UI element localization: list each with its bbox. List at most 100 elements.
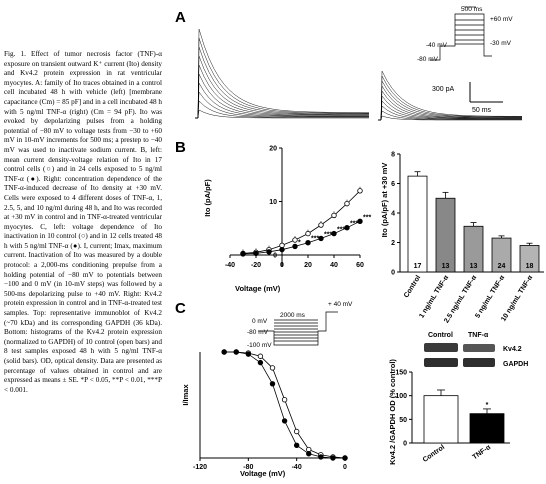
trace-tnf: [378, 115, 522, 121]
iv-significance: ***: [311, 236, 319, 243]
iv-significance: ***: [350, 221, 358, 228]
iv-point-tnf: [357, 218, 363, 224]
inact-point-tnf: [306, 451, 312, 457]
dose-bar: [491, 237, 512, 273]
kv42-bar: [423, 395, 459, 444]
iv-point-tnf: [318, 235, 324, 242]
kv42-category-label: Control: [422, 444, 446, 464]
voltage-protocol-c: [258, 311, 338, 346]
inact-point-tnf: [233, 349, 239, 355]
inact-point-tnf: [281, 418, 288, 424]
kv42-chart: 0 50 100 150 Control * TNF-α: [395, 370, 510, 464]
current-traces-tnf: [378, 70, 522, 121]
kv42-y-tick-label: 150: [395, 370, 407, 377]
trace-tnf: [378, 90, 522, 121]
blot-header-tnf: TNF-α: [468, 332, 489, 339]
blot-row-kv42: Kv4.2: [503, 346, 522, 353]
dose-bar-n: 24: [498, 263, 506, 270]
trace-control: [195, 46, 369, 119]
protocol-a-v-prestep: -40 mV: [426, 42, 448, 49]
iv-y-tick-label: 0: [273, 253, 277, 260]
inact-point-control: [269, 365, 276, 371]
dose-category-label: 1 ng/mL TNF-α: [418, 274, 450, 320]
inact-x-tick-label: -40: [292, 464, 302, 471]
dose-bar-n: 18: [526, 263, 534, 270]
inact-x-tick-label: -120: [193, 464, 207, 471]
protocol-c-v-hold: -80 mV: [247, 329, 269, 336]
iv-point-tnf: [253, 250, 259, 257]
protocol-a-v-low: -30 mV: [490, 40, 512, 47]
inact-x-tick-label: -80: [243, 464, 253, 471]
trace-control: [195, 82, 369, 119]
inact-y-axis-label: I/Imax: [181, 384, 190, 406]
trace-tnf: [378, 105, 522, 121]
panel-label-c: C: [175, 300, 186, 317]
blot-band-gapdh-control: [424, 358, 458, 367]
dose-category-label: Control: [403, 274, 422, 299]
iv-point-control: [292, 237, 298, 243]
dose-bar: [407, 175, 428, 273]
dose-bar-n: 17: [414, 263, 422, 270]
blot-band-kv42-tnf: [463, 344, 495, 352]
iv-significance: *: [298, 239, 301, 246]
inact-point-control: [281, 397, 288, 403]
protocol-c-v-top: + 40 mV: [328, 301, 353, 308]
iv-x-tick-label: 40: [330, 262, 338, 269]
trace-control: [195, 91, 369, 119]
kv42-significance: *: [486, 402, 489, 409]
iv-significance: ***: [324, 231, 332, 238]
dose-category-label: 2.5 ng/mL TNF-α: [443, 274, 478, 325]
iv-point-tnf: [292, 243, 298, 250]
kv42-y-tick-label: 100: [395, 393, 407, 400]
scale-bar-a: [469, 82, 503, 103]
iv-point-control: [331, 212, 337, 219]
iv-y-tick-label: 20: [269, 146, 277, 153]
blot-band-gapdh-tnf: [463, 358, 495, 367]
protocol-c-v-low: -100 mV: [247, 342, 272, 349]
dose-bar-n: 13: [470, 263, 478, 270]
dose-y-tick-label: 0: [391, 270, 395, 277]
trace-control: [195, 55, 369, 119]
dose-bar-n: 13: [442, 263, 450, 270]
dose-y-tick-label: 8: [391, 152, 395, 159]
inact-point-control: [293, 428, 300, 435]
inact-series-line: [224, 351, 345, 459]
trace-tnf: [378, 110, 522, 121]
trace-tnf: [378, 85, 522, 121]
protocol-c-duration: 2000 ms: [280, 312, 306, 319]
inact-point-tnf: [221, 349, 227, 355]
trace-tnf: [378, 70, 522, 121]
dose-bar: [463, 225, 484, 273]
kv42-bar: [469, 413, 505, 444]
iv-y-tick-label: 10: [269, 199, 277, 206]
trace-tnf: [378, 100, 522, 121]
blot-row-gapdh: GAPDH: [503, 361, 528, 368]
panel-label-b: B: [175, 139, 186, 156]
iv-point-tnf: [331, 230, 337, 237]
inact-point-tnf: [257, 359, 264, 366]
trace-tnf: [378, 80, 522, 121]
current-traces-control: [195, 28, 369, 119]
iv-x-tick-label: 0: [280, 262, 284, 269]
kv42-category-label: TNF-α: [472, 444, 493, 462]
trace-control: [195, 73, 369, 119]
iv-x-tick-label: 20: [304, 262, 312, 269]
inact-point-tnf: [318, 454, 324, 460]
blot-band-kv42-control: [424, 343, 458, 352]
inact-point-tnf: [245, 351, 252, 357]
trace-control: [195, 37, 369, 119]
trace-tnf: [378, 75, 522, 121]
dose-y-tick-label: 4: [391, 211, 395, 218]
trace-control: [195, 100, 369, 119]
protocol-a-v-top: +60 mV: [490, 16, 513, 23]
iv-point-control: [344, 200, 350, 207]
iv-significance: ***: [337, 227, 345, 234]
scale-time-label: 50 ms: [472, 107, 492, 114]
kv42-y-axis-label: Kv4.2 /GAPDH OD (% control): [388, 359, 397, 465]
blot-header-control: Control: [428, 332, 453, 339]
dose-bar: [519, 245, 540, 273]
iv-point-tnf: [279, 246, 285, 253]
voltage-protocol-a: [430, 6, 492, 61]
